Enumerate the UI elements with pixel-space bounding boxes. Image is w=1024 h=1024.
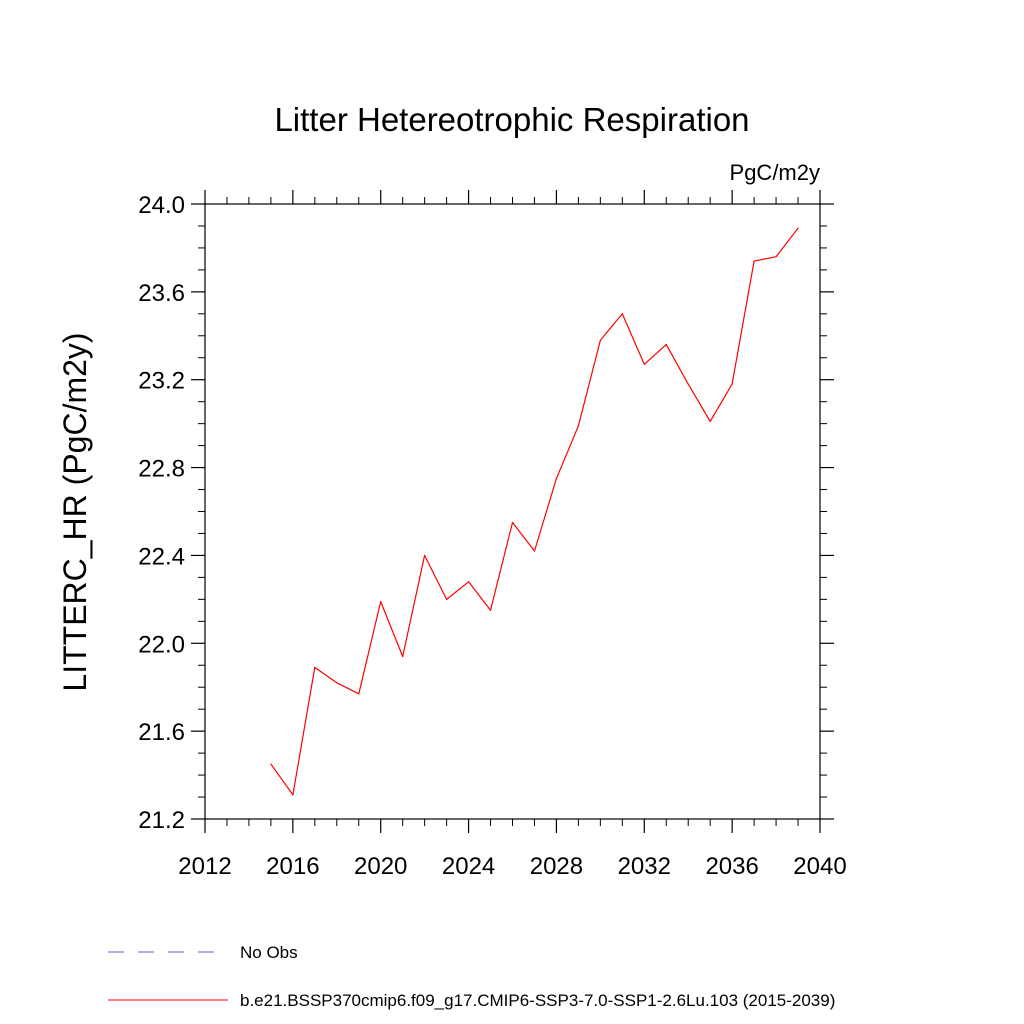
data-point [424,554,426,557]
data-point [270,763,272,765]
data-point [599,339,602,341]
y-tick-label: 23.6 [138,280,185,307]
y-tick-label: 22.4 [138,543,185,570]
y-tick-label: 22.8 [138,456,185,483]
data-point [775,256,777,258]
data-point [511,521,514,524]
axis-ticks [191,190,834,833]
x-tick-label: 2032 [618,853,671,880]
y-tick-label: 21.2 [138,807,185,834]
data-point [358,693,360,695]
data-point [797,227,799,229]
x-tick-label: 2016 [266,853,319,880]
legend-label-no-obs: No Obs [240,943,298,962]
y-tick-label: 24.0 [138,192,185,219]
data-point [665,344,667,346]
data-point [380,601,382,603]
chart-title: Litter Hetereotrophic Respiration [274,101,749,138]
data-point [314,666,316,669]
data-point [446,598,448,601]
x-tick-label: 2024 [442,853,495,880]
x-tick-label: 2040 [793,853,846,880]
series-group [270,227,799,796]
x-tick-labels: 2012 2016 2020 2024 2028 2032 2036 2040 [178,853,846,880]
data-point [731,383,733,385]
y-tick-label: 21.6 [138,719,185,746]
y-tick-label: 22.0 [138,631,185,658]
data-point [709,420,711,422]
x-tick-label: 2020 [354,853,407,880]
data-point [753,260,755,262]
data-point [555,478,558,480]
data-point [468,581,470,583]
data-point [687,383,689,385]
units-label: PgC/m2y [730,160,820,185]
y-tick-labels: 21.2 21.6 22.0 22.4 22.8 23.2 23.6 24.0 [138,192,185,834]
legend: No Obs b.e21.BSSP370cmip6.f09_g17.CMIP6-… [108,943,835,1010]
data-point [489,609,492,611]
x-tick-label: 2036 [705,853,758,880]
y-axis-label: LITTERC_HR (PgC/m2y) [57,332,93,691]
data-point [292,794,294,796]
data-point [577,425,580,427]
legend-label-model: b.e21.BSSP370cmip6.f09_g17.CMIP6-SSP3-7.… [240,991,835,1010]
y-tick-label: 23.2 [138,368,185,395]
x-tick-label: 2028 [530,853,583,880]
data-point [336,682,338,684]
data-point [643,363,645,365]
series-line [270,227,799,796]
data-point [621,313,623,315]
data-point [402,655,404,658]
x-tick-label: 2012 [178,853,231,880]
data-point [533,550,536,552]
plot-frame [204,203,821,820]
